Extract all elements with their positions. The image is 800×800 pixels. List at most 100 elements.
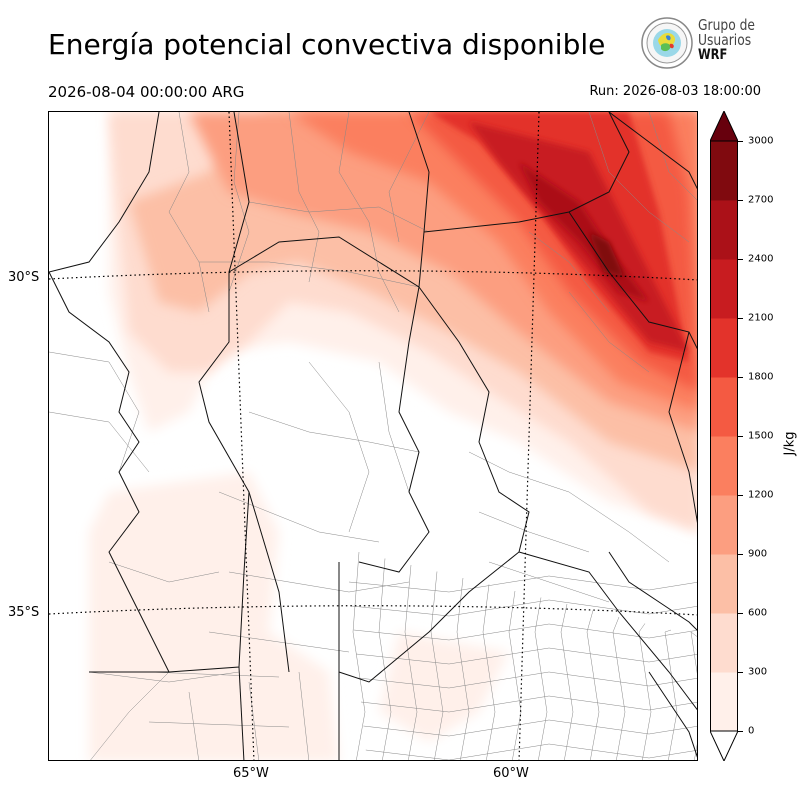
county-line-23 xyxy=(468,451,670,563)
lon-label-60w: 60°W xyxy=(493,766,529,781)
logo-line-2: Usuarios xyxy=(698,31,752,49)
partido-line-v xyxy=(352,551,366,760)
county-line-22 xyxy=(148,721,290,728)
logo-text: Grupo de Usuarios WRF xyxy=(698,18,755,63)
colorbar-tick-label: 2100 xyxy=(748,312,774,324)
logo-line-3: WRF xyxy=(698,47,728,63)
valid-time: 2026-08-04 00:00:00 ARG xyxy=(48,83,245,101)
partido-line-v xyxy=(404,564,418,760)
colorbar-tick-mark xyxy=(738,495,743,496)
county-line-13 xyxy=(228,571,410,593)
province-border-7 xyxy=(423,112,630,233)
colorbar-tick-mark xyxy=(738,141,743,142)
colorbar-bin-8 xyxy=(710,200,738,260)
colorbar-bin-4 xyxy=(710,436,738,496)
colorbar-tick-mark xyxy=(738,731,743,732)
county-line-10 xyxy=(378,361,410,493)
partido-line-h xyxy=(348,575,697,593)
colorbar-bin-1 xyxy=(710,613,738,673)
colorbar-tick-mark xyxy=(738,613,743,614)
colorbar-tick-mark xyxy=(738,259,743,260)
run-time: Run: 2026-08-03 18:00:00 xyxy=(589,84,761,99)
lon-label-65w: 65°W xyxy=(233,766,269,781)
colorbar-tick-label: 300 xyxy=(748,666,768,678)
partido-line-h xyxy=(353,623,697,641)
province-border-13 xyxy=(668,331,697,524)
partido-line-v xyxy=(612,616,626,760)
cape-field-svg xyxy=(49,112,697,760)
colorbar-tick-label: 3000 xyxy=(748,135,774,147)
province-border-4 xyxy=(238,666,245,760)
cape-contour-fills xyxy=(89,112,697,760)
county-line-19 xyxy=(248,681,260,760)
county-line-21 xyxy=(148,671,280,678)
colorbar-tick-label: 1500 xyxy=(748,430,774,442)
partido-line-h xyxy=(360,695,697,713)
lat-label-35s: 35°S xyxy=(8,605,40,620)
colorbar-bin-5 xyxy=(710,377,738,437)
partido-line-v xyxy=(638,623,652,760)
county-line-0 xyxy=(168,112,210,313)
county-line-15 xyxy=(108,561,220,583)
colorbar-tick-label: 1800 xyxy=(748,371,774,383)
colorbar-tick-label: 1200 xyxy=(748,489,774,501)
coastline xyxy=(608,551,697,758)
colorbar-tick-mark xyxy=(738,200,743,201)
province-border-11 xyxy=(568,211,697,350)
province-border-2 xyxy=(89,112,250,673)
graticule xyxy=(49,112,697,760)
colorbar-tick-label: 0 xyxy=(748,725,755,737)
colorbar-bin-9 xyxy=(710,141,738,201)
partido-line-h xyxy=(351,599,697,617)
colorbar-extend-max xyxy=(709,109,739,142)
county-line-28 xyxy=(608,171,690,243)
globe-icon xyxy=(641,17,693,69)
cape-shade-9 xyxy=(589,232,624,277)
province-border-3 xyxy=(248,491,290,673)
county-line-3 xyxy=(338,112,400,313)
partido-line-v xyxy=(482,584,496,760)
county-line-11 xyxy=(248,411,420,453)
meridian-65w xyxy=(228,112,255,760)
colorbar-bin-6 xyxy=(710,318,738,378)
colorbar-unit-label: J/kg xyxy=(782,431,798,456)
province-border-1 xyxy=(49,271,170,673)
county-line-27 xyxy=(528,231,610,313)
county-line-5 xyxy=(248,201,430,233)
county-line-26 xyxy=(568,291,650,373)
cape-shade-0-pampa xyxy=(379,632,509,742)
county-line-9 xyxy=(308,361,370,533)
colorbar-bin-0 xyxy=(710,672,738,732)
colorbar-tick-mark xyxy=(738,377,743,378)
county-line-25 xyxy=(488,561,610,603)
parallel-30s xyxy=(49,270,697,281)
colorbar-tick-mark xyxy=(738,318,743,319)
county-line-12 xyxy=(218,491,380,543)
colorbar-tick-label: 600 xyxy=(748,607,768,619)
county-line-17 xyxy=(90,671,170,760)
county-boundaries xyxy=(49,112,697,760)
county-line-20 xyxy=(298,671,310,760)
colorbar-tick-label: 900 xyxy=(748,548,768,560)
partido-line-v xyxy=(560,603,574,760)
county-line-16 xyxy=(88,671,240,683)
province-border-8 xyxy=(338,286,530,683)
lat-label-30s: 30°S xyxy=(8,270,40,285)
partido-line-h xyxy=(365,743,697,760)
colorbar-bin-2 xyxy=(710,554,738,614)
colorbar-tick-label: 2700 xyxy=(748,194,774,206)
map-title: Energía potencial convectiva disponible xyxy=(48,28,606,61)
province-boundaries xyxy=(49,112,697,760)
county-line-6 xyxy=(199,261,420,288)
county-line-14 xyxy=(208,631,350,653)
colorbar-tick-mark xyxy=(738,672,743,673)
cape-map xyxy=(48,111,698,761)
partido-line-v xyxy=(508,590,522,760)
county-line-8 xyxy=(49,411,150,473)
province-border-0 xyxy=(49,112,160,273)
colorbar xyxy=(709,109,739,763)
partido-line-h xyxy=(363,719,697,737)
cape-shade-0-southwest xyxy=(89,472,339,760)
county-line-24 xyxy=(478,511,590,553)
county-line-7 xyxy=(49,351,140,473)
